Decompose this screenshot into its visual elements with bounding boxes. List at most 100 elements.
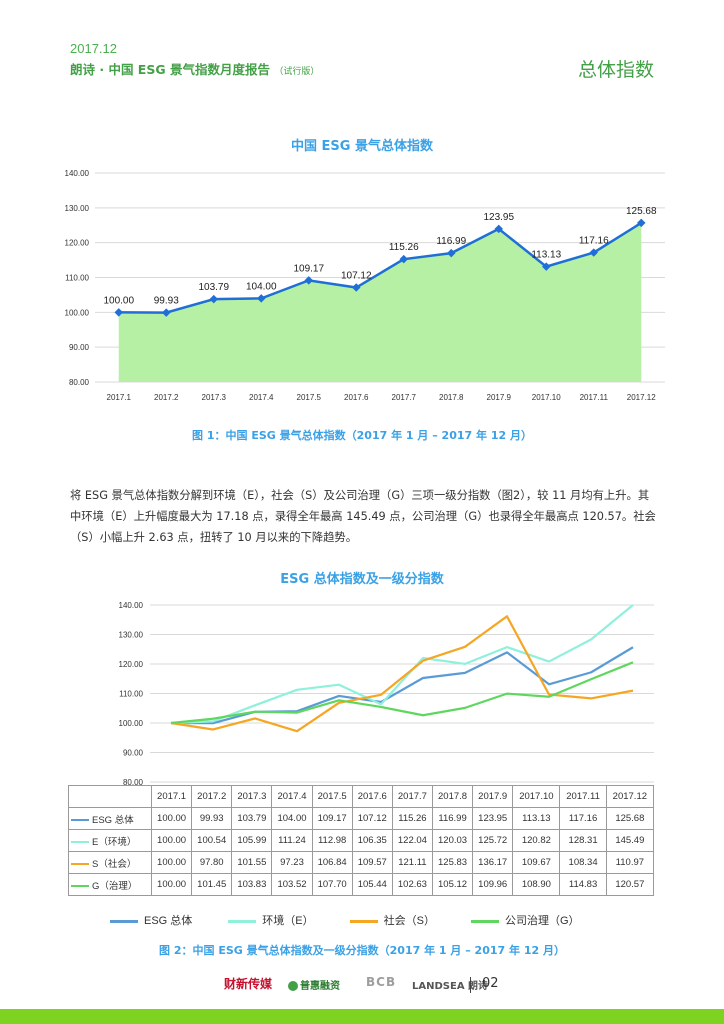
table-header-cell: 2017.11 (559, 785, 607, 808)
caixin-logo: 财新传媒 (224, 977, 273, 991)
chart1-series-line (118, 221, 642, 314)
table-cell: 120.82 (512, 829, 561, 852)
chart1-data-label: 125.68 (626, 206, 657, 217)
table-cell: 117.16 (559, 807, 607, 830)
chart1-data-point (447, 248, 456, 258)
table-cell: 102.63 (391, 873, 433, 896)
chart1-data-point (162, 308, 171, 317)
table-header-cell: 2017.10 (512, 785, 561, 808)
chart2-caption: 图 2：中国 ESG 景气总体指数及一级分指数（2017 年 1 月 – 201… (159, 944, 565, 957)
chart1-area-chart: 80.00 90.00 100.00 110.00 120.00 130.00 140.00… (65, 169, 665, 400)
legend-key-icon (349, 919, 378, 923)
table-cell: 121.11 (391, 851, 433, 874)
table-cell: 125.83 (431, 851, 474, 874)
chart1-data-point (209, 294, 218, 304)
puhui-logo-text: 普惠融资 (300, 981, 340, 992)
chart1-x-tick-label: 2017.3 (202, 393, 227, 400)
legend-item: 社会（S） (349, 915, 435, 927)
table-series-label: G（治理） (68, 873, 152, 896)
table-cell: 109.96 (472, 873, 514, 896)
chart1-x-tick-label: 2017.6 (344, 393, 369, 400)
chart1-x-tick-label: 2017.7 (392, 393, 417, 400)
report-title-text: 朗诗 · 中国 ESG 景气指数月度报告 (70, 62, 270, 77)
table-cell: 100.00 (150, 829, 193, 852)
table-header-cell: 2017.6 (351, 785, 393, 808)
table-series-label: E（环境） (68, 829, 152, 852)
series-label-text: E（环境） (92, 836, 137, 848)
chart1-data-label: 109.17 (293, 263, 324, 274)
chart1-data-label: 100.00 (103, 295, 134, 306)
table-cell: 145.49 (605, 829, 655, 852)
table-cell: 109.67 (512, 851, 561, 874)
table-cell: 107.70 (311, 873, 353, 896)
table-cell: 125.68 (605, 807, 655, 830)
table-cell: 105.44 (351, 873, 393, 896)
table-cell: 110.97 (605, 851, 655, 874)
table-header-cell: 2017.12 (605, 785, 655, 808)
chart1-x-tick-label: 2017.8 (439, 393, 464, 400)
chart1-x-tick-label: 2017.11 (580, 393, 609, 400)
table-cell: 103.83 (231, 873, 273, 896)
report-title: 朗诗 · 中国 ESG 景气指数月度报告 （试行版） (70, 59, 319, 78)
table-row: E（环境） 100.00 100.54 105.99 111.24 112.98 106.3… (68, 829, 655, 852)
table-cell: 101.45 (191, 873, 233, 896)
table-row: G（治理） 100.00 101.45 103.83 103.52 107.70 105.4… (68, 873, 655, 896)
chart2-y-tick-label: 130.00 (119, 631, 144, 640)
chart1-data-label: 103.79 (198, 282, 229, 293)
table-cell: 101.55 (231, 851, 273, 874)
table-cell: 111.24 (271, 829, 313, 852)
chart1-x-tick-label: 2017.9 (487, 393, 512, 400)
table-header-cell: 2017.7 (391, 785, 433, 808)
chart1-data-point (399, 254, 408, 264)
legend-item: 公司治理（G） (470, 915, 580, 927)
series-key-icon (71, 862, 89, 865)
chart1-y-tick-label: 90.00 (69, 343, 90, 352)
table-cell: 97.23 (271, 851, 313, 874)
chart2-y-tick-label: 90.00 (123, 749, 144, 758)
table-row: S（社会） 100.00 97.80 101.55 97.23 106.84 109.57 1… (68, 851, 655, 874)
table-cell: 116.99 (431, 807, 474, 830)
puhui-emblem-icon (288, 981, 298, 991)
table-cell: 122.04 (391, 829, 433, 852)
table-header-cell: 2017.8 (431, 785, 474, 808)
legend-item: 环境（E） (228, 915, 314, 927)
table-corner-cell (68, 785, 152, 808)
table-cell: 109.17 (311, 807, 353, 830)
chart2-title: ESG 总体指数及一级分指数 (280, 572, 444, 587)
series-label-text: ESG 总体 (92, 814, 134, 826)
table-cell: 109.57 (351, 851, 393, 874)
report-date: 2017.12 (70, 41, 117, 56)
chart2-line-chart: 80.00 90.00 100.00 110.00 120.00 130.00 140.00 (119, 601, 654, 787)
table-cell: 100.00 (150, 873, 193, 896)
chart1-x-tick-label: 2017.5 (297, 393, 322, 400)
table-header-cell: 2017.3 (231, 785, 273, 808)
table-cell: 112.98 (311, 829, 353, 852)
legend-key-icon (110, 919, 138, 923)
table-cell: 108.34 (559, 851, 607, 874)
chart1-y-tick-label: 140.00 (65, 169, 90, 178)
table-header-cell: 2017.4 (271, 785, 313, 808)
table-cell: 97.80 (191, 851, 233, 874)
chart1-data-label: 116.99 (436, 236, 466, 247)
table-cell: 136.17 (472, 851, 514, 874)
legend-key-icon (470, 919, 499, 923)
page-number: 02 (482, 976, 499, 991)
chart1-data-label: 107.12 (341, 271, 372, 282)
table-cell: 114.83 (559, 873, 607, 896)
chart1-data-label: 117.16 (579, 236, 609, 247)
legend-item: ESG 总体 (110, 915, 192, 927)
chart1-data-label: 104.00 (246, 281, 277, 292)
series-key-icon (71, 840, 89, 843)
chart1-x-tick-label: 2017.12 (627, 393, 656, 400)
table-header-cell: 2017.1 (150, 785, 193, 808)
chart1-x-tick-label: 2017.2 (154, 393, 179, 400)
chart1-y-tick-label: 120.00 (65, 239, 90, 248)
chart2-series-line (170, 604, 634, 725)
chart1-caption: 图 1：中国 ESG 景气总体指数（2017 年 1 月 – 2017 年 12… (192, 429, 532, 442)
bcb-logo: BCB (366, 975, 397, 989)
table-cell: 120.57 (605, 873, 655, 896)
table-cell: 125.72 (472, 829, 514, 852)
series-label-text: S（社会） (92, 858, 137, 870)
landsea-logo-text: 朗诗 (468, 981, 489, 992)
legend-key-icon (228, 919, 257, 923)
